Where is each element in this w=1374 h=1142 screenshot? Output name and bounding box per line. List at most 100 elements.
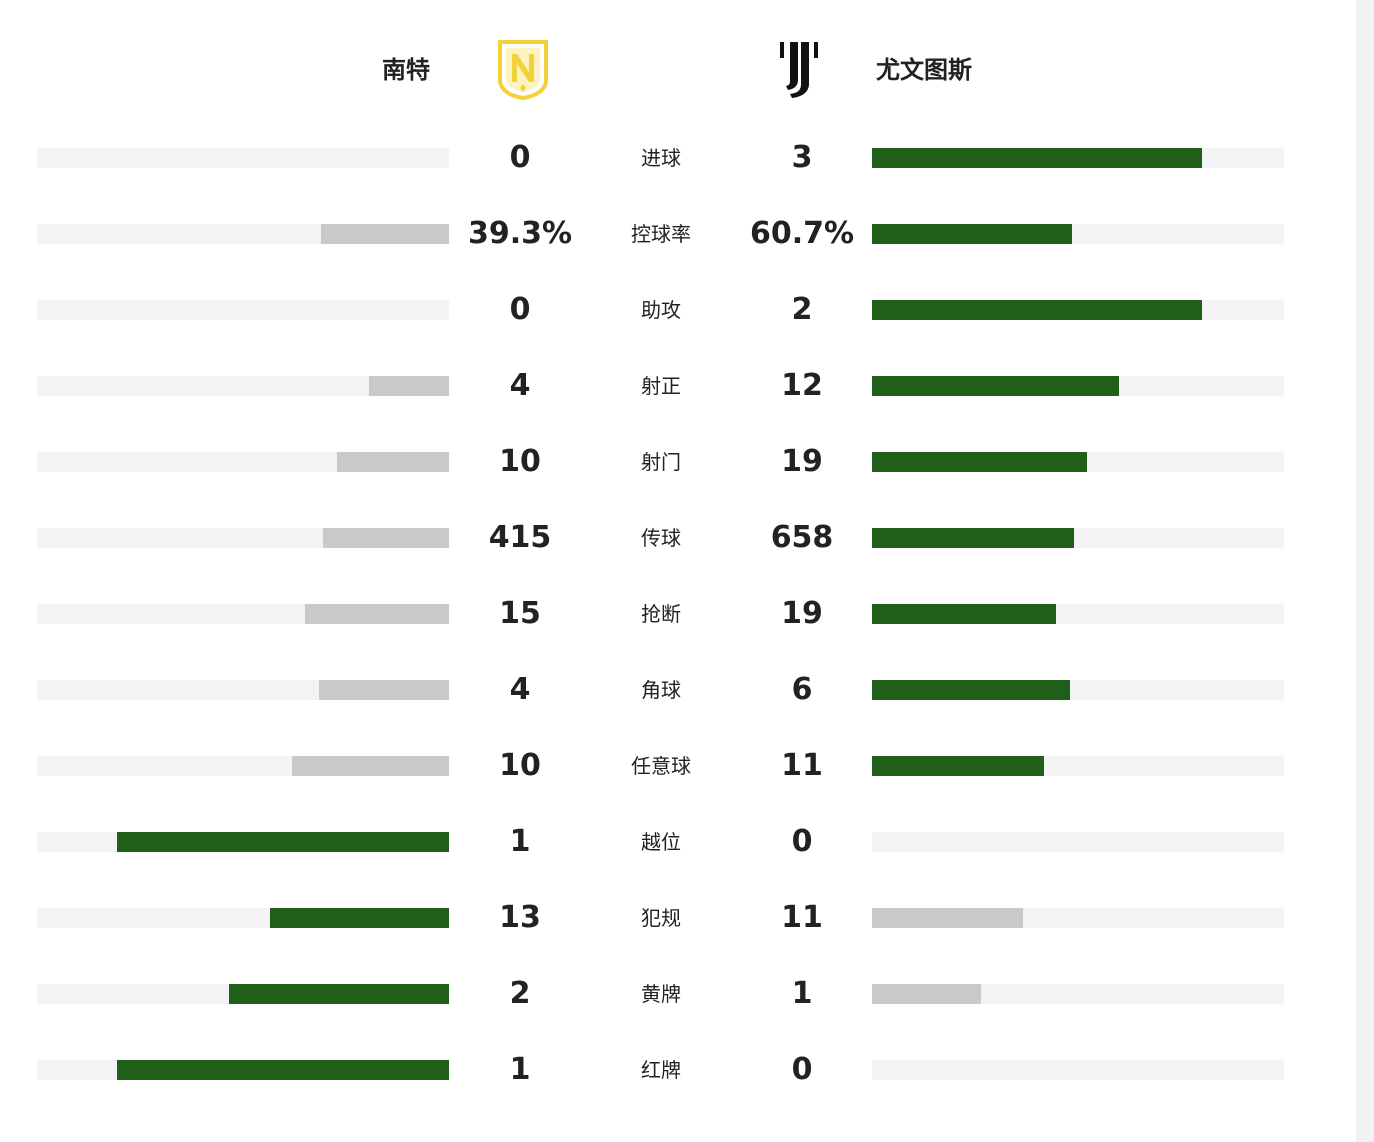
home-value: 10	[499, 444, 541, 479]
away-bar-track	[872, 984, 1284, 1004]
stat-row: 0 进球 3	[0, 138, 1356, 178]
away-bar-track	[872, 452, 1284, 472]
stat-label: 犯规	[641, 906, 681, 930]
home-bar-track	[37, 984, 449, 1004]
away-team-name: 尤文图斯	[876, 56, 972, 84]
away-bar-track	[872, 680, 1284, 700]
away-value: 12	[781, 368, 823, 403]
stat-row: 4 角球 6	[0, 670, 1356, 710]
stat-row: 415 传球 658	[0, 518, 1356, 558]
stat-label: 抢断	[641, 602, 681, 626]
away-bar	[872, 376, 1120, 396]
home-value: 4	[509, 368, 531, 403]
away-value: 2	[791, 292, 813, 327]
stat-label: 角球	[641, 678, 681, 702]
away-value: 19	[781, 444, 823, 479]
stat-row: 10 射门 19	[0, 442, 1356, 482]
home-bar-track	[37, 376, 449, 396]
home-bar	[336, 452, 449, 472]
away-bar	[872, 908, 1023, 928]
stat-row: 39.3% 控球率 60.7%	[0, 214, 1356, 254]
home-bar	[117, 832, 449, 852]
away-value: 658	[770, 520, 834, 555]
home-bar-track	[37, 1060, 449, 1080]
fc-nantes-crest-icon	[498, 40, 548, 100]
stat-label: 越位	[641, 830, 681, 854]
away-value: 0	[791, 824, 813, 859]
away-value: 19	[781, 596, 823, 631]
home-bar-track	[37, 604, 449, 624]
away-bar	[872, 984, 981, 1004]
away-bar-track	[872, 1060, 1284, 1080]
away-bar	[872, 528, 1074, 548]
away-bar	[872, 680, 1070, 700]
away-bar-track	[872, 908, 1284, 928]
home-bar-track	[37, 452, 449, 472]
home-bar	[368, 376, 449, 396]
away-bar-track	[872, 756, 1284, 776]
home-bar-track	[37, 832, 449, 852]
home-bar	[269, 908, 449, 928]
stat-row: 15 抢断 19	[0, 594, 1356, 634]
away-bar	[872, 604, 1056, 624]
stat-row: 0 助攻 2	[0, 290, 1356, 330]
stat-label: 黄牌	[641, 982, 681, 1006]
away-bar	[872, 452, 1088, 472]
away-bar-track	[872, 832, 1284, 852]
home-bar	[117, 1060, 449, 1080]
away-bar-track	[872, 376, 1284, 396]
stat-row: 2 黄牌 1	[0, 974, 1356, 1014]
away-bar-track	[872, 148, 1284, 168]
home-value: 2	[509, 976, 531, 1011]
stat-label: 射正	[641, 374, 681, 398]
stat-label: 进球	[641, 146, 681, 170]
stat-label: 传球	[641, 526, 681, 550]
away-value: 11	[781, 900, 823, 935]
home-bar-track	[37, 224, 449, 244]
home-bar-track	[37, 300, 449, 320]
away-value: 0	[791, 1052, 813, 1087]
away-value: 1	[791, 976, 813, 1011]
stat-label: 助攻	[641, 298, 681, 322]
away-bar-track	[872, 300, 1284, 320]
home-bar-track	[37, 908, 449, 928]
home-bar	[318, 680, 449, 700]
away-value: 6	[791, 672, 813, 707]
juventus-j-logo-icon	[780, 42, 818, 98]
stat-row: 4 射正 12	[0, 366, 1356, 406]
stat-label: 控球率	[631, 222, 691, 246]
stat-label: 红牌	[641, 1058, 681, 1082]
home-bar	[322, 528, 449, 548]
stat-row: 1 越位 0	[0, 822, 1356, 862]
home-value: 13	[499, 900, 541, 935]
away-bar-track	[872, 604, 1284, 624]
stat-label: 射门	[641, 450, 681, 474]
away-bar	[872, 148, 1202, 168]
home-value: 1	[509, 1052, 531, 1087]
away-value: 60.7%	[749, 216, 855, 251]
home-bar-track	[37, 756, 449, 776]
home-value: 15	[499, 596, 541, 631]
home-value: 10	[499, 748, 541, 783]
home-bar-track	[37, 148, 449, 168]
home-bar	[292, 756, 449, 776]
stat-row: 10 任意球 11	[0, 746, 1356, 786]
away-value: 11	[781, 748, 823, 783]
home-value: 415	[488, 520, 552, 555]
stat-row: 1 红牌 0	[0, 1050, 1356, 1090]
home-bar	[229, 984, 449, 1004]
away-bar-track	[872, 528, 1284, 548]
home-bar-track	[37, 680, 449, 700]
away-bar	[872, 756, 1044, 776]
home-team-name: 南特	[382, 56, 430, 84]
stat-row: 13 犯规 11	[0, 898, 1356, 938]
home-value: 4	[509, 672, 531, 707]
away-bar-track	[872, 224, 1284, 244]
away-value: 3	[791, 140, 813, 175]
home-value: 39.3%	[467, 216, 573, 251]
home-value: 0	[509, 292, 531, 327]
home-bar	[321, 224, 449, 244]
stat-label: 任意球	[631, 754, 691, 778]
home-bar	[304, 604, 449, 624]
